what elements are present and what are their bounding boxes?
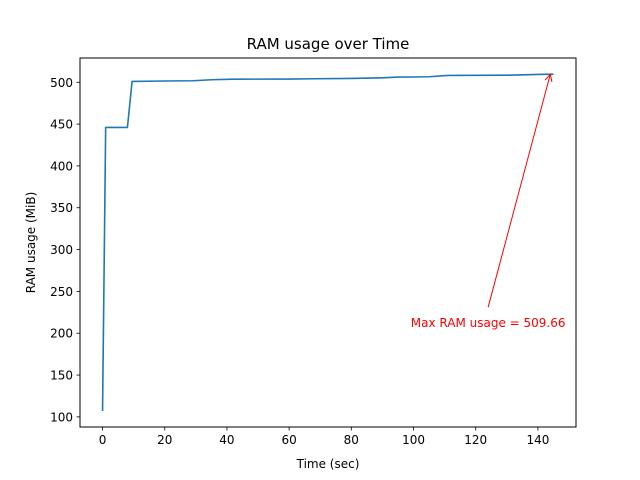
y-tick-label: 150 (50, 369, 73, 383)
x-tick-label: 60 (281, 433, 296, 447)
series-line (101, 73, 554, 412)
x-tick-label: 120 (464, 433, 487, 447)
y-tick-label: 250 (50, 285, 73, 299)
y-tick-label: 350 (50, 201, 73, 215)
y-tick-label: 100 (50, 410, 73, 424)
y-axis-label: RAM usage (MiB) (24, 192, 38, 294)
x-tick-label: 80 (344, 433, 359, 447)
plot-area (101, 73, 554, 412)
x-axis-label: Time (sec) (296, 457, 360, 471)
annotation-arrow (487, 74, 551, 308)
x-tick-label: 140 (526, 433, 549, 447)
x-tick-label: 20 (157, 433, 172, 447)
x-axis: 0 20 40 60 80 100 120 140 (99, 427, 549, 447)
chart-title: RAM usage over Time (247, 35, 410, 53)
y-tick-label: 400 (50, 159, 73, 173)
x-tick-label: 0 (99, 433, 107, 447)
annotations: Max RAM usage = 509.66 (411, 73, 566, 330)
x-tick-label: 100 (402, 433, 425, 447)
axes-frame (79, 57, 577, 428)
annotation-arrowhead (544, 73, 553, 82)
annotation-text: Max RAM usage = 509.66 (411, 316, 566, 330)
x-tick-label: 40 (219, 433, 234, 447)
y-tick-label: 500 (50, 76, 73, 90)
y-tick-label: 450 (50, 118, 73, 132)
y-tick-label: 300 (50, 243, 73, 257)
y-axis: 100 150 200 250 300 350 400 450 500 (50, 76, 80, 424)
y-tick-label: 200 (50, 327, 73, 341)
